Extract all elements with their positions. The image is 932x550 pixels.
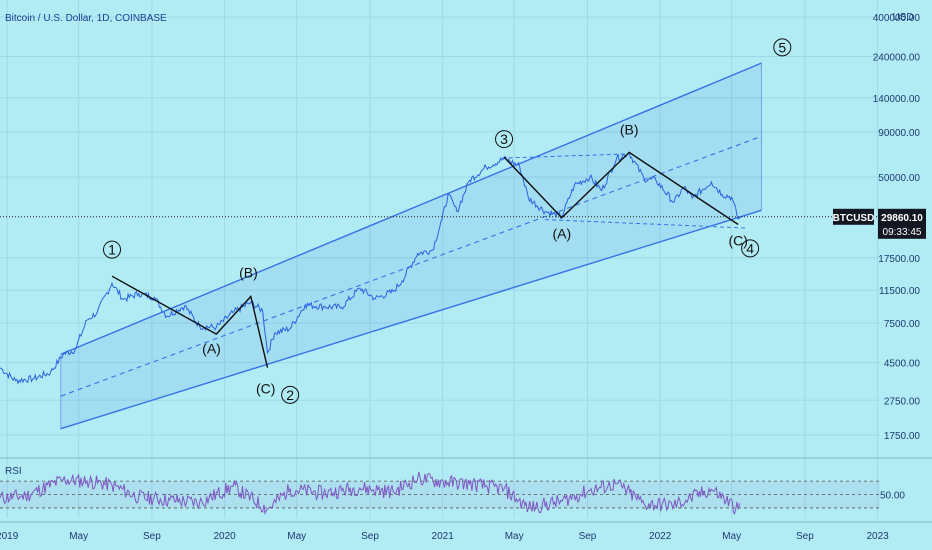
price-tick-2: 140000.00: [873, 94, 921, 105]
rsi-title: RSI: [5, 466, 22, 477]
wave-label-3: (C): [256, 381, 275, 397]
wave-label-5: 3: [500, 131, 508, 147]
time-tick-12: 2023: [866, 531, 889, 542]
time-tick-2: Sep: [143, 531, 161, 542]
price-tick-9: 2750.00: [884, 396, 921, 407]
chart-title: Bitcoin / U.S. Dollar, 1D, COINBASE: [5, 13, 167, 24]
wave-circle-4: [281, 385, 300, 404]
bar-countdown: 09:33:45: [883, 227, 922, 238]
wave-circle-0: [103, 240, 122, 259]
time-tick-1: May: [69, 531, 88, 542]
time-tick-4: May: [287, 531, 306, 542]
rsi-tick-0: 50.00: [880, 491, 905, 502]
grid: [0, 0, 880, 518]
price-tick-1: 240000.00: [873, 52, 921, 63]
time-tick-11: Sep: [796, 531, 814, 542]
wave-circle-9: [741, 239, 760, 258]
wave-label-2: (B): [239, 264, 258, 280]
dashed-line-1: [545, 219, 746, 229]
wave-label-9: 4: [746, 240, 754, 256]
price-line: [0, 152, 742, 385]
time-tick-8: Sep: [579, 531, 597, 542]
channel-lower-line: [60, 209, 762, 430]
last-price-value: 29860.10: [881, 213, 923, 224]
symbol-tag-label: BTCUSD: [833, 213, 875, 224]
rsi-line: [0, 471, 741, 516]
wave-label-7: (B): [620, 121, 639, 137]
wave-zigzag-0: [111, 275, 269, 368]
wave-annotations[interactable]: 1(A)(B)(C) 23(A)(B)(C)45: [103, 38, 792, 404]
wave-lines[interactable]: [111, 151, 739, 368]
time-tick-5: Sep: [361, 531, 379, 542]
time-tick-3: 2020: [213, 531, 236, 542]
wave-circle-5: [495, 130, 514, 149]
price-tick-6: 11500.00: [879, 286, 920, 297]
price-tick-3: 90000.00: [878, 128, 920, 139]
last-price-tag: [878, 208, 926, 239]
time-tick-9: 2022: [649, 531, 672, 542]
price-tick-8: 4500.00: [884, 358, 921, 369]
currency-label: USD: [892, 12, 913, 23]
time-tick-10: May: [722, 531, 741, 542]
wave-label-6: (A): [553, 226, 572, 242]
wave-label-0: 1: [108, 242, 116, 258]
time-axis[interactable]: 2019 May Sep 2020 May Sep 2021 May Sep 2022 May Sep…: [0, 521, 932, 542]
wave-label-8: (C): [728, 232, 747, 248]
price-series: [0, 152, 742, 385]
time-tick-6: 2021: [432, 531, 455, 542]
dashed-lines[interactable]: [501, 153, 746, 229]
price-axis[interactable]: 400000.00 240000.00 140000.00 90000.00 50000…: [833, 13, 926, 442]
price-tick-4: 50000.00: [878, 173, 920, 184]
channel-upper-line: [60, 62, 762, 355]
price-tick-10: 1750.00: [884, 431, 921, 442]
wave-label-1: (A): [202, 340, 221, 356]
price-tick-5: 17500.00: [878, 254, 920, 265]
wave-label-4: 2: [286, 387, 294, 403]
price-tick-0: 400000.00: [873, 13, 921, 24]
time-tick-7: May: [505, 531, 524, 542]
symbol-tag: [833, 208, 874, 225]
wave-label-10: 5: [778, 39, 786, 55]
dashed-line-0: [501, 153, 624, 159]
price-tick-7: 7500.00: [884, 319, 921, 330]
time-tick-0: 2019: [0, 531, 19, 542]
wave-zigzag-1: [503, 151, 739, 226]
rsi-panel[interactable]: RSI 50.00: [0, 457, 932, 516]
wave-circle-10: [773, 38, 792, 57]
